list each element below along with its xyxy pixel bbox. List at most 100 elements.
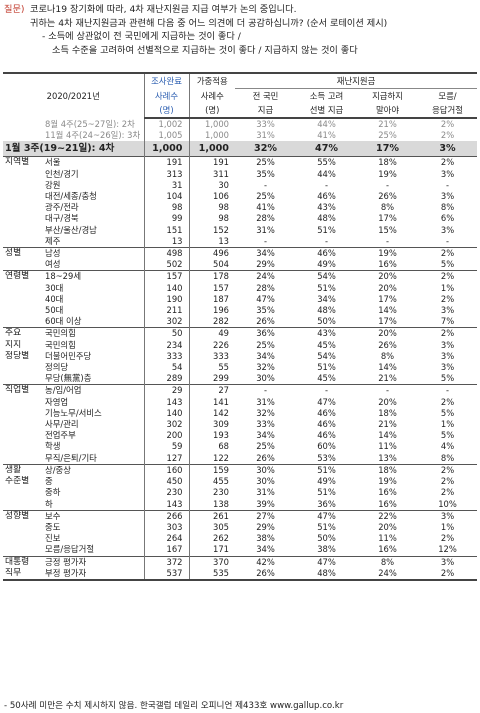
- cell-dont-know: 2%: [418, 156, 478, 169]
- table-row: 40대 190 187 47% 34% 17% 2%: [3, 293, 477, 306]
- cell-sample-completed: 104: [143, 191, 190, 203]
- question-block: 질문) 코로나19 장기화에 따라, 4차 재난지원금 지급 여부가 논의 중입…: [4, 3, 476, 57]
- cell-all-citizens: 41%: [256, 202, 275, 213]
- row-label: 8월 4주(25~27일): 2차: [45, 118, 135, 129]
- cell-selective: 38%: [317, 544, 336, 555]
- table-row: 성향별 보수 266 261 27% 47% 22% 3%: [3, 509, 478, 522]
- table-row: 인천/경기 313 311 35% 44% 19% 3%: [3, 168, 477, 180]
- row-label: 긍정 평가자: [43, 555, 144, 568]
- cell-sample-completed: 289: [143, 373, 190, 385]
- question-line-2: 귀하는 4차 재난지원금과 관련해 다음 중 어느 의견에 더 공감하십니까? …: [30, 17, 388, 29]
- row-group: [3, 118, 43, 130]
- cell-sample-weighted: 311: [213, 168, 229, 179]
- cell-selective: 50%: [317, 316, 336, 327]
- row-group: [3, 236, 43, 248]
- header-n2-line3: (명): [189, 103, 235, 119]
- cell-selective: 46%: [317, 430, 336, 441]
- cell-sample-weighted: 191: [189, 156, 235, 169]
- row-group: [3, 408, 43, 419]
- table-row: 여성 502 504 29% 49% 16% 5%: [3, 259, 477, 271]
- row-group: [3, 130, 43, 141]
- row-label: 보수: [43, 509, 144, 522]
- row-label: 국민의힘: [45, 339, 76, 350]
- header-dk-line2: 응답거절: [418, 103, 478, 119]
- cell-sample-weighted: 122: [213, 452, 229, 463]
- cell-no-payment: 8%: [380, 202, 395, 213]
- table-row: 8월 4주(25~27일): 2차 1,002 1,000 33% 44% 21% 2%: [3, 118, 477, 131]
- table-row: 정의당 54 55 32% 51% 14% 3%: [3, 362, 477, 374]
- cell-selective: 60%: [317, 441, 336, 452]
- cell-sample-weighted: 30: [218, 179, 229, 190]
- cell-all-citizens: 47%: [256, 293, 275, 304]
- cell-selective: 55%: [296, 156, 357, 169]
- cell-sample-completed: 143: [143, 498, 190, 511]
- cell-all-citizens: 32%: [235, 141, 296, 157]
- cell-sample-weighted: 282: [213, 316, 229, 327]
- table-row: 지지 국민의힘 234 226 25% 45% 26% 3%: [3, 339, 477, 351]
- cell-no-payment: 14%: [378, 430, 397, 441]
- table-row: 성별 남성 498 496 34% 46% 19% 2%: [3, 247, 478, 260]
- cell-selective: 44%: [317, 168, 336, 179]
- question-label: 질문): [4, 4, 25, 15]
- question-line-1: 코로나19 장기화에 따라, 4차 재난지원금 지급 여부가 논의 중입니다.: [30, 4, 297, 15]
- table-row: 50대 211 196 35% 48% 14% 3%: [3, 305, 477, 317]
- row-group: [3, 441, 43, 452]
- cell-sample-completed: 333: [143, 350, 190, 363]
- cell-selective: 53%: [317, 452, 336, 463]
- cell-sample-completed: 234: [143, 339, 190, 351]
- row-group: [3, 544, 43, 556]
- cell-all-citizens: 33%: [256, 119, 275, 129]
- cell-all-citizens: -: [235, 384, 296, 397]
- cell-sample-weighted: 193: [213, 430, 229, 441]
- cell-selective: 54%: [296, 270, 357, 283]
- cell-sample-weighted: 157: [213, 282, 229, 293]
- table-row: 연령별 18~29세 157 178 24% 54% 20% 2%: [3, 270, 478, 283]
- cell-selective: 51%: [317, 282, 336, 293]
- table-row: 모름/응답거절 167 171 34% 38% 16% 12%: [3, 544, 477, 557]
- cell-sample-weighted: 142: [213, 407, 229, 418]
- cell-dont-know: 2%: [418, 270, 478, 283]
- cell-dont-know: -: [418, 384, 478, 397]
- cell-no-payment: 20%: [378, 396, 397, 407]
- cell-dont-know: 5%: [440, 430, 455, 441]
- cell-sample-completed: 31: [143, 179, 190, 192]
- cell-selective: 51%: [317, 362, 336, 373]
- cell-dont-know: 2%: [440, 476, 455, 487]
- cell-sample-completed: 1,000: [143, 141, 190, 157]
- cell-sample-completed: 140: [143, 282, 190, 294]
- cell-all-citizens: 31%: [256, 487, 275, 498]
- row-label: 30대: [45, 282, 64, 293]
- header-n1-line2: 사례수: [143, 88, 190, 103]
- cell-selective: 51%: [317, 487, 336, 498]
- cell-no-payment: 18%: [357, 156, 418, 169]
- table-row: 수준별 중 450 455 30% 49% 19% 2%: [3, 476, 477, 488]
- cell-all-citizens: 35%: [256, 305, 275, 316]
- cell-no-payment: 16%: [378, 498, 397, 509]
- cell-sample-completed: 230: [143, 487, 190, 499]
- cell-sample-completed: 191: [143, 156, 190, 169]
- cell-sample-weighted: 141: [213, 396, 229, 407]
- row-label: 부산/울산/경남: [45, 224, 97, 235]
- cell-no-payment: 20%: [378, 521, 397, 532]
- table-row: 기능노무/서비스 140 142 32% 46% 18% 5%: [3, 407, 477, 420]
- cell-no-payment: 16%: [378, 544, 397, 555]
- cell-dont-know: 3%: [418, 555, 478, 568]
- cell-sample-completed: 264: [143, 533, 190, 545]
- cell-sample-weighted: 305: [213, 521, 229, 532]
- table-row: 제주 13 13 - - - -: [3, 235, 477, 248]
- row-label: 서울: [43, 156, 144, 169]
- row-group: [3, 191, 43, 202]
- row-label: 자영업: [45, 396, 69, 407]
- row-group: [3, 533, 43, 544]
- cell-dont-know: 2%: [418, 327, 478, 340]
- table-row: 11월 4주(24~26일): 3차 1,005 1,000 31% 41% 25% 2%: [3, 130, 477, 142]
- cell-dont-know: 5%: [440, 259, 455, 270]
- cell-all-citizens: 25%: [256, 191, 275, 202]
- cell-sample-weighted: 299: [213, 373, 229, 384]
- cell-all-citizens: 26%: [235, 567, 296, 581]
- cell-sample-completed: 211: [143, 305, 190, 317]
- cell-selective: -: [296, 384, 357, 397]
- cell-dont-know: 3%: [440, 191, 455, 202]
- question-option-1: - 소득에 상관없이 전 국민에게 지급하는 것이 좋다 /: [42, 31, 241, 42]
- cell-sample-completed: 313: [143, 168, 190, 180]
